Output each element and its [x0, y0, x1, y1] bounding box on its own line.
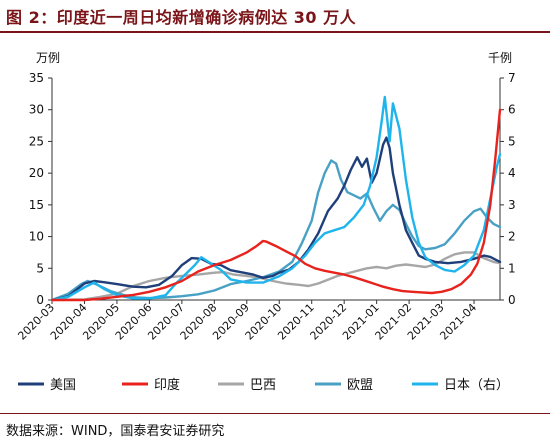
chart-legend: 美国 印度 巴西 欧盟 日本（右） — [18, 377, 509, 393]
chart-lines — [50, 95, 502, 302]
right-axis-unit: 千例 — [488, 51, 512, 65]
legend-label: 日本（右） — [444, 378, 509, 393]
right-tick-label: 6 — [508, 103, 516, 117]
legend-label: 巴西 — [250, 378, 276, 393]
left-tick-label: 30 — [29, 103, 44, 117]
legend-label: 美国 — [50, 378, 76, 393]
legend-label: 欧盟 — [347, 378, 373, 393]
legend-label: 印度 — [154, 377, 180, 393]
left-tick-label: 35 — [29, 71, 44, 85]
left-tick-label: 15 — [29, 198, 44, 212]
right-tick-label: 3 — [508, 198, 516, 212]
left-tick-label: 25 — [29, 134, 44, 148]
right-tick-label: 0 — [508, 293, 516, 307]
series-line-2 — [50, 108, 502, 302]
source-note: 数据来源：WIND，国泰君安证券研究 — [6, 424, 225, 439]
series-line-1 — [50, 136, 502, 302]
right-tick-label: 7 — [508, 71, 516, 85]
figure-title: 图 2：印度近一周日均新增确诊病例达 30 万人 — [6, 8, 357, 27]
left-axis-unit: 万例 — [36, 51, 60, 65]
series-line-5 — [50, 95, 502, 302]
left-tick-label: 5 — [36, 261, 44, 275]
right-tick-label: 5 — [508, 134, 516, 148]
title-rule — [0, 31, 550, 33]
right-tick-label: 2 — [508, 230, 516, 244]
source-rule — [0, 413, 550, 414]
series-line-4 — [50, 159, 502, 302]
right-tick-label: 1 — [508, 261, 516, 275]
right-tick-label: 4 — [508, 166, 516, 180]
left-tick-label: 20 — [29, 166, 44, 180]
left-tick-label: 0 — [36, 293, 44, 307]
left-tick-label: 10 — [29, 230, 44, 244]
